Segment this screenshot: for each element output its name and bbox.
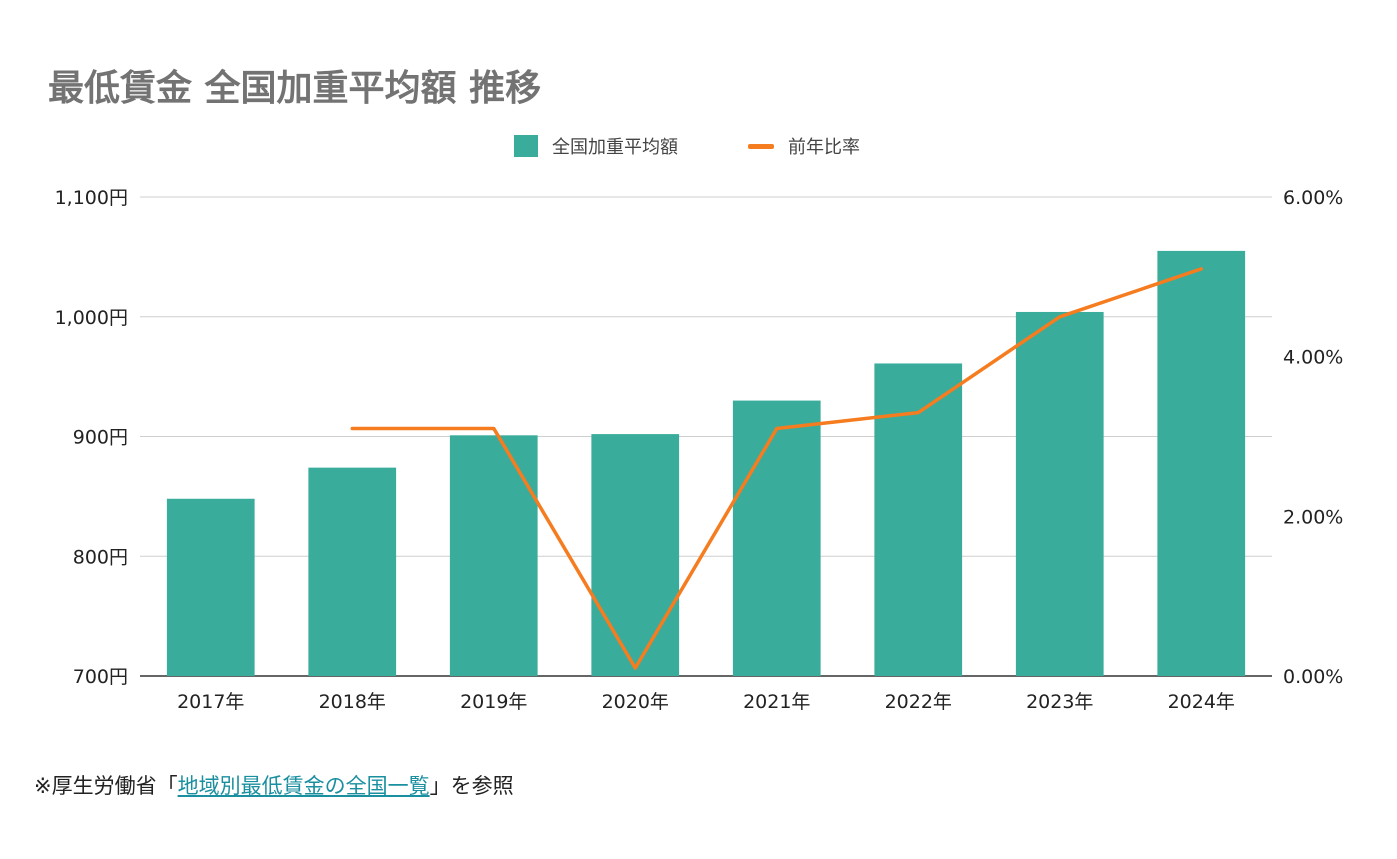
bar [874, 363, 963, 676]
x-tick-label: 2019年 [460, 691, 527, 713]
bar [308, 467, 397, 676]
bar [449, 435, 538, 676]
line-point [775, 427, 779, 431]
y-right-tick-label: 4.00% [1283, 347, 1343, 369]
y-right-tick-label: 6.00% [1283, 187, 1343, 209]
bar [1015, 311, 1104, 676]
y-left-tick-label: 900円 [73, 427, 128, 449]
line-point [1058, 315, 1062, 319]
legend-label-line: 前年比率 [788, 137, 860, 158]
bar [1157, 250, 1246, 676]
footnote: ※厚生労働省「地域別最低賃金の全国一覧」を参照 [34, 770, 514, 800]
line-point [492, 427, 496, 431]
x-tick-label: 2018年 [319, 691, 386, 713]
x-tick-label: 2017年 [177, 691, 244, 713]
chart-title: 最低賃金 全国加重平均額 推移 [48, 67, 541, 109]
x-tick-label: 2024年 [1168, 691, 1235, 713]
line-point [633, 666, 637, 670]
legend-label-bar: 全国加重平均額 [552, 137, 678, 158]
legend-swatch-bar [514, 135, 538, 157]
bar [591, 434, 680, 676]
bar [166, 498, 255, 676]
bar [732, 400, 821, 676]
y-left-tick-label: 700円 [73, 666, 128, 688]
footnote-prefix: ※厚生労働省「 [34, 774, 178, 798]
line-point [350, 427, 354, 431]
x-tick-label: 2021年 [743, 691, 810, 713]
y-left-tick-label: 1,000円 [55, 307, 128, 329]
footnote-suffix: 」を参照 [429, 774, 514, 798]
y-left-tick-label: 800円 [73, 546, 128, 568]
y-right-tick-label: 2.00% [1283, 506, 1343, 528]
y-left-tick-label: 1,100円 [55, 187, 128, 209]
x-tick-label: 2022年 [885, 691, 952, 713]
x-tick-label: 2020年 [602, 691, 669, 713]
line-point [1199, 267, 1203, 271]
line-point [916, 411, 920, 415]
x-tick-label: 2023年 [1026, 691, 1093, 713]
legend-swatch-line [748, 144, 774, 149]
source-link[interactable]: 地域別最低賃金の全国一覧 [177, 774, 430, 798]
y-right-tick-label: 0.00% [1283, 666, 1343, 688]
